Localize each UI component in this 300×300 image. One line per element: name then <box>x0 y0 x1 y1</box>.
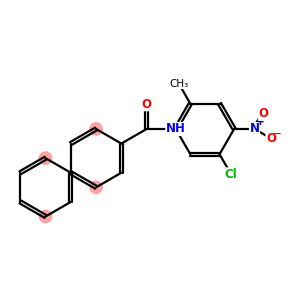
Text: CH₃: CH₃ <box>169 79 188 88</box>
Text: NH: NH <box>166 122 186 136</box>
Text: Cl: Cl <box>225 168 238 181</box>
Text: +: + <box>255 117 264 127</box>
Circle shape <box>39 210 52 223</box>
Text: N: N <box>250 122 260 136</box>
Text: −: − <box>273 129 282 139</box>
Circle shape <box>90 181 102 194</box>
Circle shape <box>90 123 102 135</box>
Text: O: O <box>266 132 276 145</box>
Text: O: O <box>258 107 268 120</box>
Circle shape <box>39 152 52 164</box>
Text: O: O <box>142 98 152 111</box>
